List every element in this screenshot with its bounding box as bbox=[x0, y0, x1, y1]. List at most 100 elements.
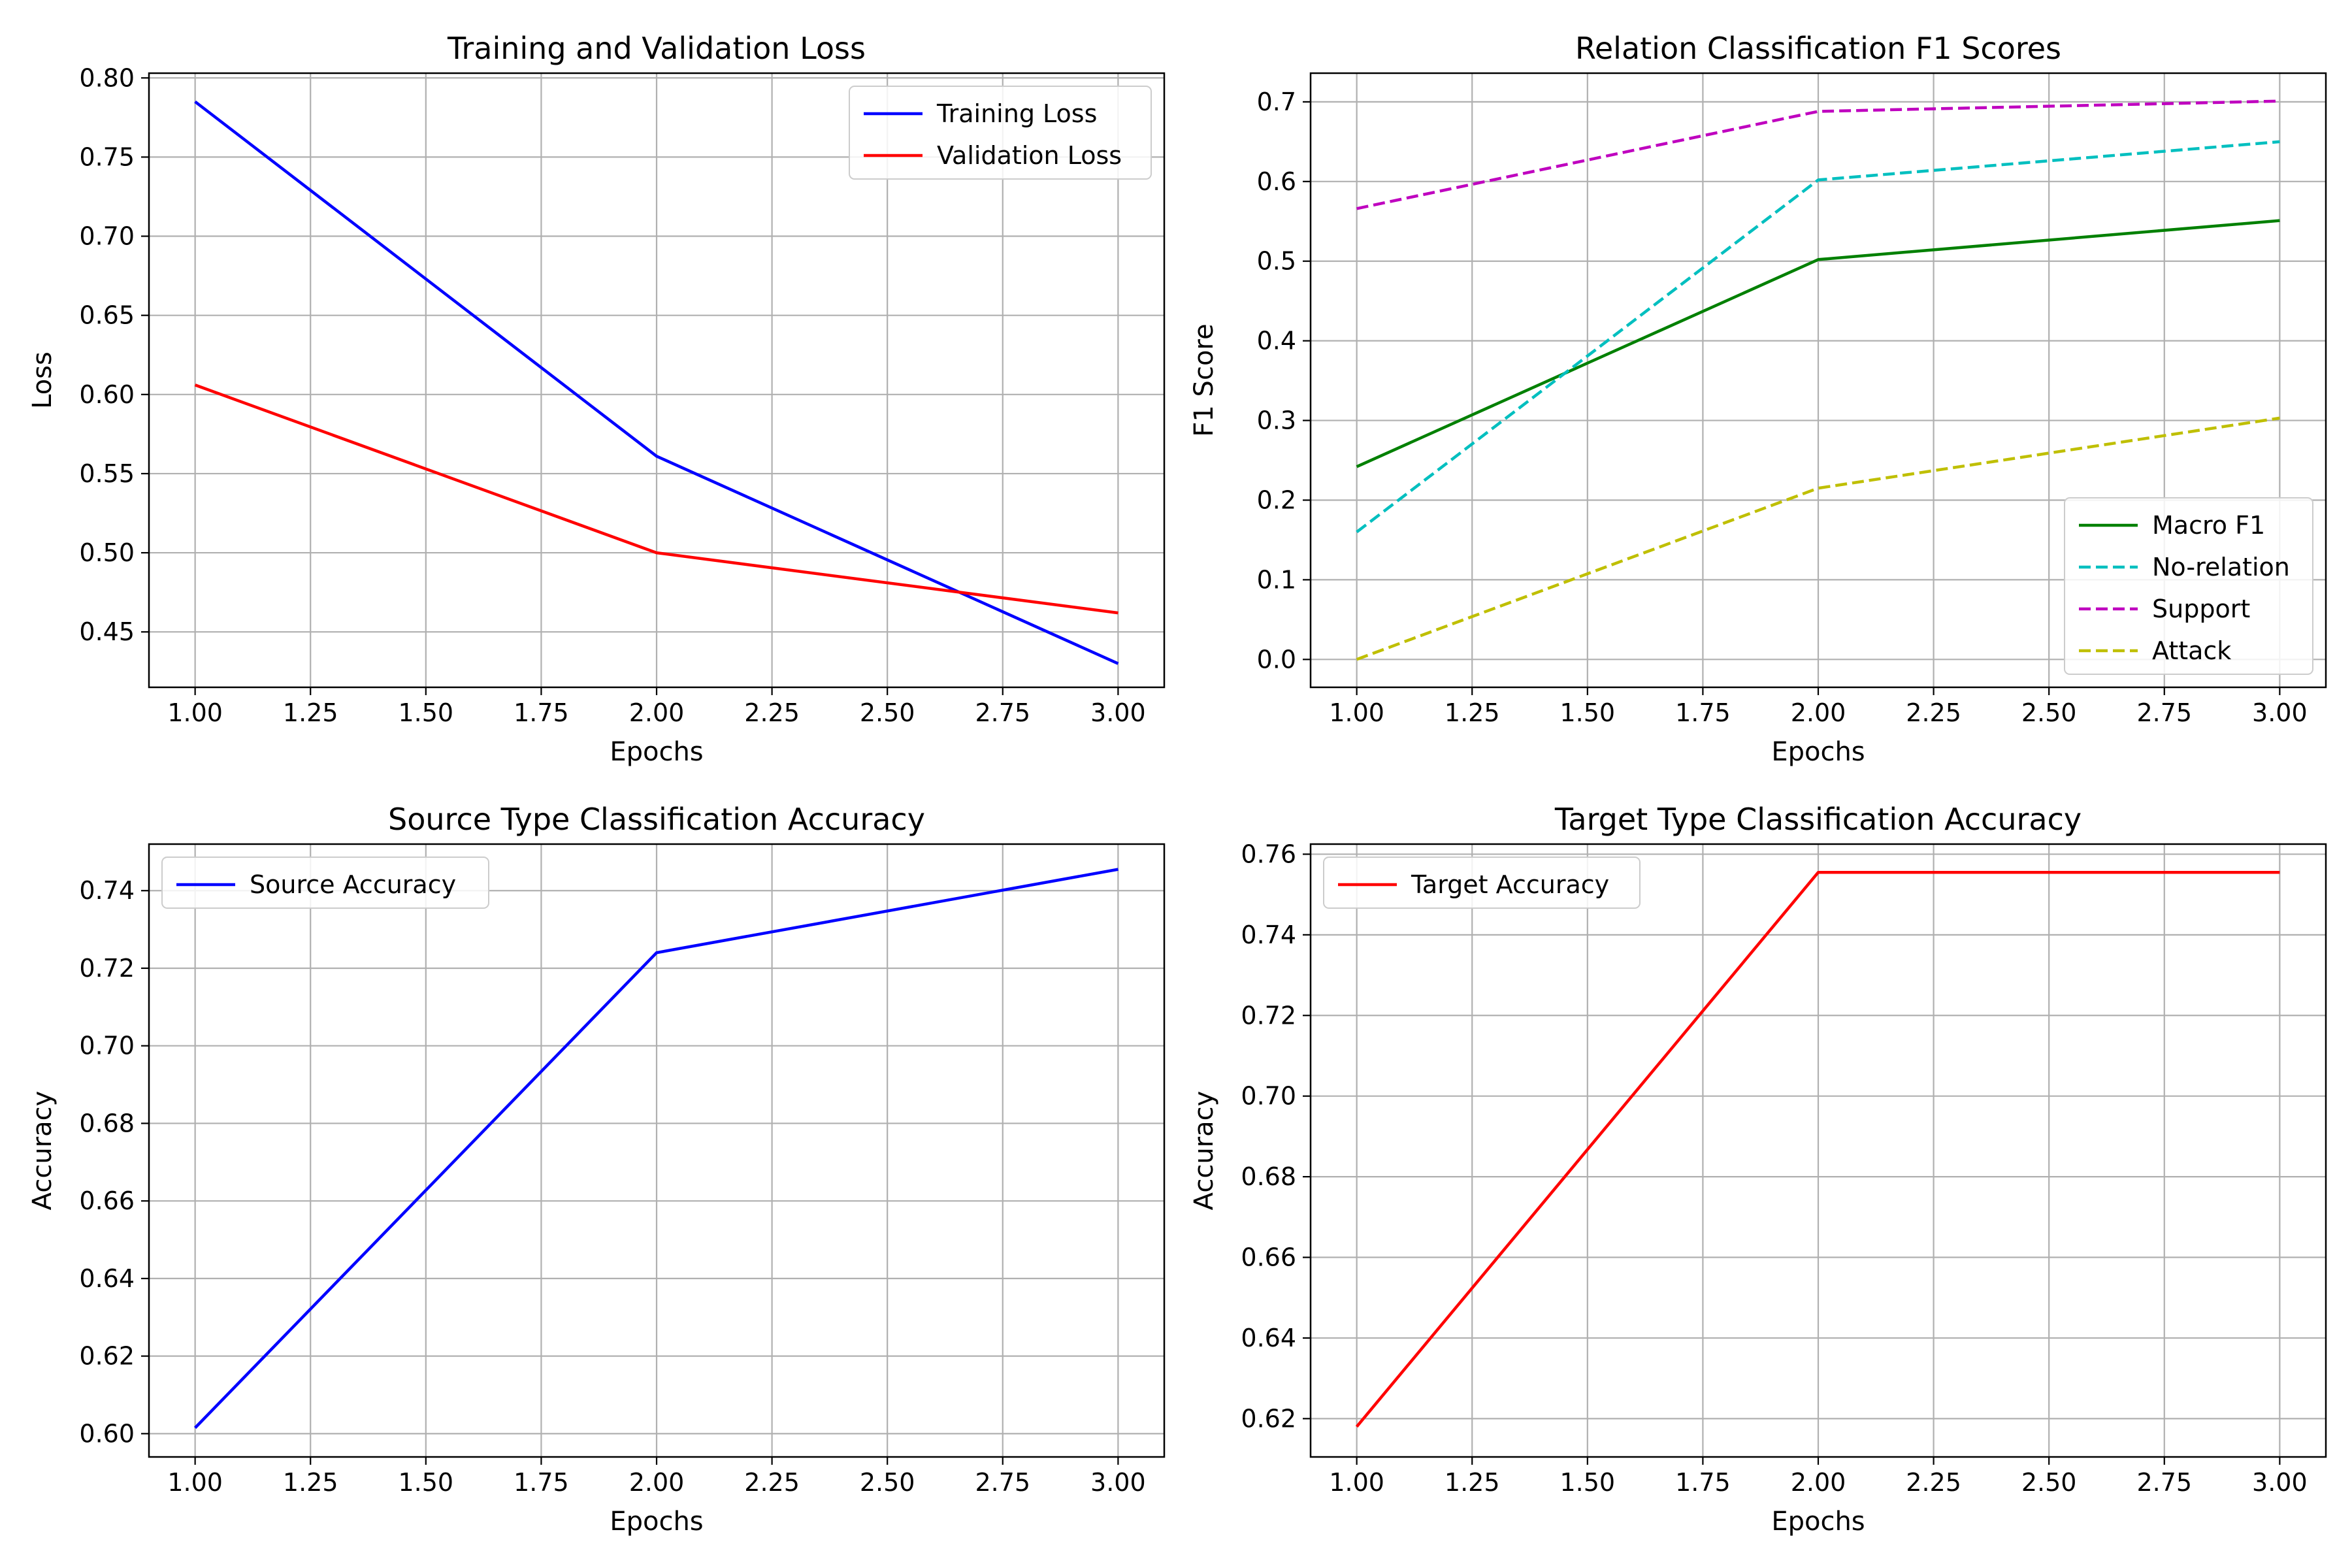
y-tick-label: 0.68 bbox=[1241, 1162, 1296, 1191]
series-line bbox=[194, 384, 1119, 615]
x-tick-label: 2.50 bbox=[2021, 1468, 2077, 1497]
x-tick-label: 3.00 bbox=[2252, 1468, 2308, 1497]
series-line bbox=[1356, 99, 2280, 210]
x-axis-label: Epochs bbox=[610, 1507, 703, 1537]
chart-f1: 1.00 1.25 1.50 1.75 2.00 2.25 2.50 2.75 3.00 0.0 0… bbox=[1189, 31, 2327, 767]
y-tick-label: 0.0 bbox=[1257, 645, 1296, 674]
chart-source: 1.00 1.25 1.50 1.75 2.00 2.25 2.50 2.75 3.00 0.60… bbox=[27, 802, 1166, 1537]
x-tick-label: 1.50 bbox=[1560, 1468, 1616, 1497]
series-line bbox=[1356, 219, 2280, 468]
x-tick-label: 1.00 bbox=[1329, 698, 1384, 727]
y-tick-label: 0.70 bbox=[1241, 1082, 1296, 1111]
legend-label: Target Accuracy bbox=[1411, 870, 1609, 899]
y-tick-label: 0.64 bbox=[79, 1264, 135, 1293]
y-tick-label: 0.66 bbox=[79, 1186, 135, 1215]
y-tick-label: 0.75 bbox=[79, 142, 135, 171]
y-axis-label: Loss bbox=[27, 351, 57, 409]
x-tick-label: 2.25 bbox=[744, 698, 800, 727]
y-tick-label: 0.5 bbox=[1257, 247, 1296, 276]
y-tick-label: 0.70 bbox=[79, 222, 135, 251]
x-tick-label: 2.00 bbox=[1791, 698, 1846, 727]
legend: Macro F1 No-relation Support Attack bbox=[2064, 497, 2313, 675]
series-line bbox=[194, 100, 1119, 665]
series-line bbox=[193, 868, 1119, 1429]
y-tick-label: 0.80 bbox=[79, 63, 135, 92]
x-tick-label: 2.75 bbox=[2136, 1468, 2192, 1497]
legend-box bbox=[2064, 497, 2313, 675]
legend-label: Validation Loss bbox=[937, 141, 1122, 170]
y-tick-label: 0.3 bbox=[1257, 406, 1296, 435]
y-tick-label: 0.72 bbox=[1241, 1001, 1296, 1030]
chart-loss: 1.00 1.25 1.50 1.75 2.00 2.25 2.50 2.75 3.00 0.45… bbox=[27, 31, 1166, 767]
x-tick-label: 1.75 bbox=[514, 698, 569, 727]
x-tick-label: 1.50 bbox=[1560, 698, 1616, 727]
y-tick-label: 0.1 bbox=[1257, 565, 1296, 594]
x-tick-label: 2.25 bbox=[744, 1468, 800, 1497]
chart-title: Source Type Classification Accuracy bbox=[388, 802, 925, 837]
legend-box bbox=[849, 86, 1152, 180]
y-tick-label: 0.62 bbox=[79, 1342, 135, 1371]
y-tick-label: 0.7 bbox=[1257, 88, 1296, 116]
y-tick-label: 0.60 bbox=[79, 1419, 135, 1448]
y-axis-label: Accuracy bbox=[1189, 1091, 1219, 1211]
y-tick-label: 0.2 bbox=[1257, 485, 1296, 514]
x-tick-label: 1.50 bbox=[399, 698, 454, 727]
x-tick-label: 2.75 bbox=[2136, 698, 2192, 727]
y-tick-label: 0.72 bbox=[79, 954, 135, 983]
y-axis-label: F1 Score bbox=[1189, 323, 1219, 436]
x-axis-label: Epochs bbox=[1771, 737, 1865, 767]
x-tick-label: 2.75 bbox=[975, 698, 1030, 727]
x-tick-label: 2.25 bbox=[1906, 1468, 1961, 1497]
legend-label: Training Loss bbox=[936, 99, 1097, 128]
x-tick-label: 3.00 bbox=[1090, 1468, 1146, 1497]
legend: Source Accuracy bbox=[161, 857, 489, 909]
x-tick-label: 1.00 bbox=[167, 1468, 223, 1497]
y-tick-label: 0.68 bbox=[79, 1109, 135, 1137]
x-tick-label: 2.00 bbox=[629, 698, 685, 727]
y-tick-label: 0.55 bbox=[79, 459, 135, 488]
x-tick-label: 2.00 bbox=[629, 1468, 685, 1497]
y-tick-label: 0.74 bbox=[1241, 921, 1296, 949]
y-tick-label: 0.6 bbox=[1257, 167, 1296, 196]
legend-label: Attack bbox=[2152, 636, 2231, 665]
x-tick-label: 1.00 bbox=[1329, 1468, 1384, 1497]
y-tick-label: 0.70 bbox=[79, 1032, 135, 1060]
plots-container: 1.00 1.25 1.50 1.75 2.00 2.25 2.50 2.75 3.00 0.45… bbox=[27, 31, 2327, 1537]
x-tick-label: 3.00 bbox=[1090, 698, 1146, 727]
chart-title: Target Type Classification Accuracy bbox=[1554, 802, 2082, 837]
y-tick-label: 0.62 bbox=[1241, 1404, 1296, 1433]
y-tick-label: 0.60 bbox=[79, 380, 135, 409]
x-tick-label: 1.75 bbox=[1675, 1468, 1731, 1497]
legend: Training Loss Validation Loss bbox=[849, 86, 1152, 180]
x-tick-label: 2.75 bbox=[975, 1468, 1030, 1497]
y-tick-label: 0.50 bbox=[79, 538, 135, 567]
legend-label: No-relation bbox=[2152, 553, 2290, 581]
y-axis-label: Accuracy bbox=[27, 1091, 57, 1211]
x-tick-label: 1.25 bbox=[1445, 698, 1500, 727]
series-line bbox=[1355, 870, 2280, 1428]
legend-box bbox=[161, 857, 489, 909]
y-tick-label: 0.76 bbox=[1241, 840, 1296, 868]
x-tick-label: 2.25 bbox=[1906, 698, 1961, 727]
chart-title: Training and Validation Loss bbox=[447, 31, 866, 66]
y-tick-label: 0.45 bbox=[79, 617, 135, 646]
series-line bbox=[1356, 416, 2280, 661]
x-tick-label: 1.50 bbox=[399, 1468, 454, 1497]
x-tick-label: 2.50 bbox=[860, 698, 915, 727]
x-axis-label: Epochs bbox=[1771, 1507, 1865, 1537]
x-tick-label: 1.75 bbox=[514, 1468, 569, 1497]
x-tick-label: 1.25 bbox=[1445, 1468, 1500, 1497]
x-tick-label: 1.25 bbox=[283, 698, 338, 727]
y-tick-label: 0.74 bbox=[79, 876, 135, 905]
x-tick-label: 2.00 bbox=[1791, 1468, 1846, 1497]
legend-label: Support bbox=[2152, 595, 2250, 623]
y-tick-label: 0.64 bbox=[1241, 1324, 1296, 1352]
x-tick-label: 3.00 bbox=[2252, 698, 2308, 727]
y-tick-label: 0.65 bbox=[79, 301, 135, 330]
x-tick-label: 1.75 bbox=[1675, 698, 1731, 727]
x-tick-label: 2.50 bbox=[860, 1468, 915, 1497]
x-tick-label: 1.00 bbox=[167, 698, 223, 727]
x-tick-label: 2.50 bbox=[2021, 698, 2077, 727]
